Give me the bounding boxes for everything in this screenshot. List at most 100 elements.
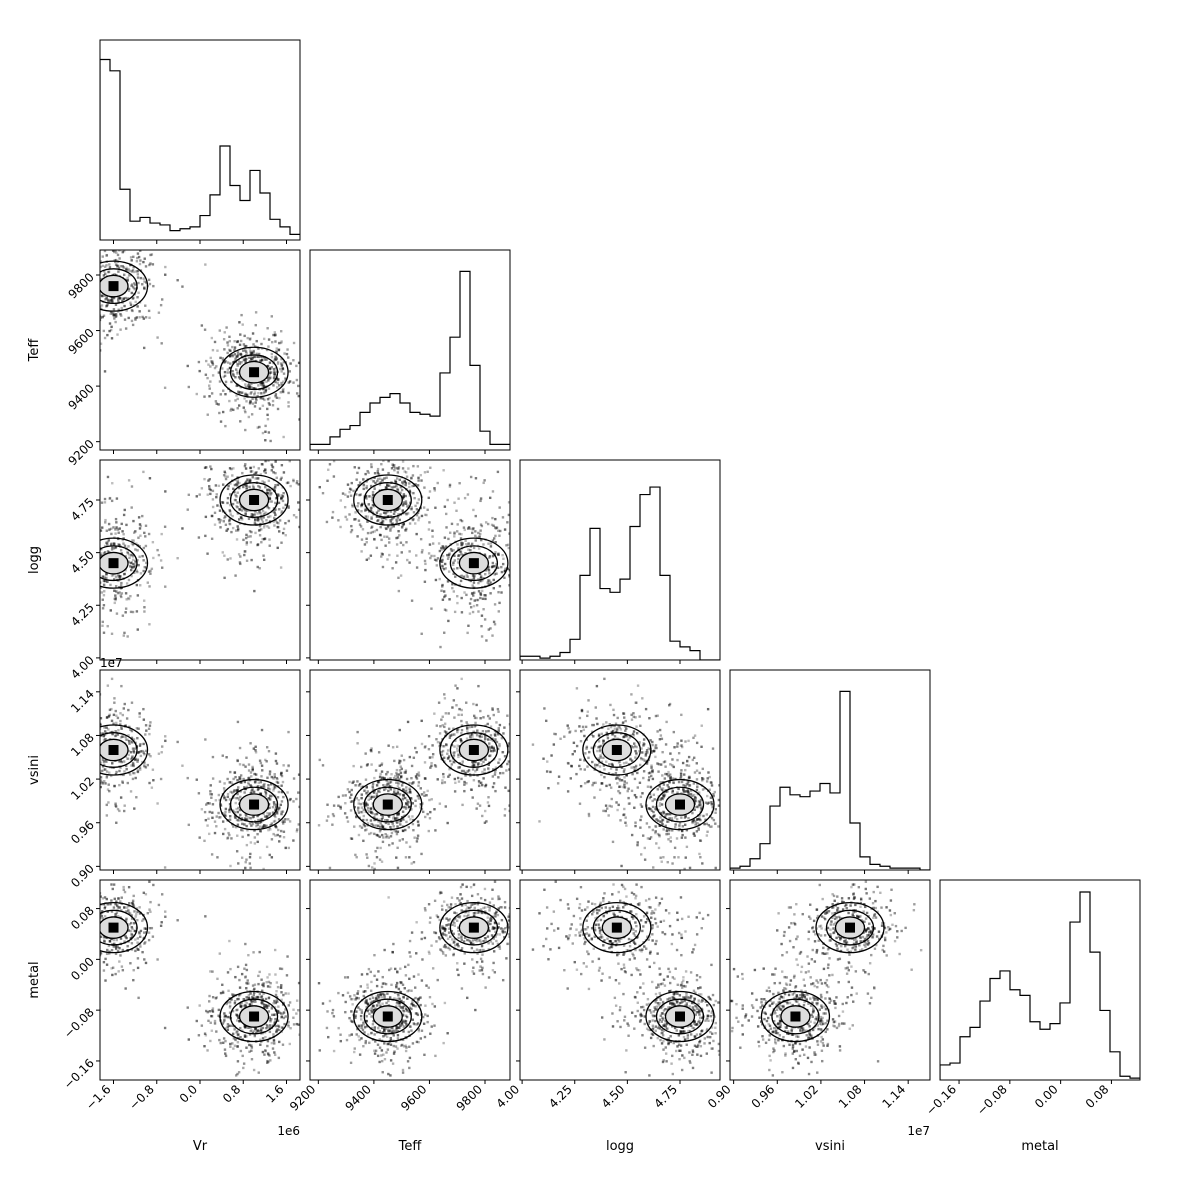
sample-point (481, 589, 484, 593)
sample-point (147, 570, 151, 573)
y-tick-label: 9600 (65, 326, 96, 357)
sample-point (134, 283, 137, 286)
sample-point (443, 631, 446, 634)
sample-point (332, 475, 336, 478)
sample-point (251, 402, 255, 405)
sample-point (78, 590, 80, 592)
sample-point (467, 624, 470, 627)
sample-point (113, 784, 116, 788)
sample-point (275, 351, 278, 354)
sample-point (482, 543, 485, 546)
sample-point (209, 790, 212, 793)
sample-point (692, 793, 696, 797)
sample-point (474, 724, 478, 727)
sample-point (100, 722, 102, 726)
sample-point (272, 367, 276, 371)
sample-point (96, 763, 98, 765)
sample-point (244, 385, 248, 389)
sample-point (241, 323, 244, 326)
sample-point (243, 823, 246, 826)
sample-point (114, 734, 118, 737)
sample-point (639, 795, 643, 799)
sample-point (399, 818, 403, 822)
sample-point (221, 357, 224, 360)
sample-point (280, 541, 283, 544)
sample-point (370, 478, 373, 481)
sample-point (236, 512, 240, 515)
sample-point (247, 385, 250, 389)
sample-point (114, 250, 117, 252)
sample-point (228, 518, 232, 521)
sample-point (507, 742, 510, 745)
sample-point (164, 490, 167, 493)
sample-point (133, 564, 136, 567)
sample-point (378, 825, 382, 829)
sample-point (398, 761, 401, 765)
sample-point (245, 484, 248, 487)
sample-point (234, 775, 237, 779)
sample-point (218, 816, 221, 819)
sample-point (370, 796, 374, 799)
sample-point (452, 590, 456, 593)
sample-point (366, 856, 369, 859)
sample-point (270, 775, 273, 779)
sample-point (262, 337, 266, 341)
sample-point (435, 738, 438, 741)
sample-point (102, 552, 106, 555)
sample-point (671, 862, 674, 865)
sample-point (325, 520, 329, 524)
panel-logg-Teff (306, 460, 531, 664)
sample-point (96, 567, 98, 569)
sample-point (123, 544, 127, 547)
sample-point (242, 763, 245, 767)
sample-point (254, 749, 257, 752)
sample-point (410, 764, 414, 768)
sample-point (234, 816, 237, 820)
sample-point (264, 790, 267, 793)
sample-point (100, 782, 102, 785)
sample-point (409, 797, 412, 800)
sample-point (103, 590, 106, 593)
sample-point (224, 810, 227, 814)
sample-point (362, 483, 366, 486)
sample-point (469, 545, 473, 548)
sample-point (426, 812, 429, 816)
sample-point (213, 511, 217, 515)
sample-point (485, 820, 488, 823)
sample-point (419, 787, 422, 790)
sample-point (254, 518, 257, 521)
sample-point (100, 265, 102, 269)
sample-point (244, 481, 247, 485)
sample-point (111, 250, 115, 252)
sample-point (270, 794, 274, 798)
sample-point (114, 598, 117, 602)
sample-point (349, 494, 353, 497)
sample-point (253, 355, 256, 359)
sample-point (397, 529, 400, 533)
sample-point (439, 662, 441, 664)
sample-point (357, 484, 360, 487)
sample-point (252, 387, 256, 390)
sample-point (254, 401, 257, 404)
sample-point (262, 526, 266, 529)
sample-point (268, 396, 271, 400)
sample-point (452, 760, 455, 763)
sample-point (469, 606, 473, 609)
sample-point (226, 487, 230, 491)
sample-point (364, 494, 368, 498)
sample-point (373, 818, 376, 822)
sample-point (142, 546, 146, 550)
sample-point (266, 422, 268, 424)
sample-point (363, 824, 367, 828)
sample-point (280, 774, 284, 778)
sample-point (583, 782, 587, 785)
sample-point (529, 607, 531, 609)
panel-vsini-Vr: 0.900.961.021.081.14 (68, 677, 300, 890)
panel-frame (309, 249, 511, 451)
sample-point (366, 822, 370, 825)
sample-point (249, 866, 252, 870)
sample-point (200, 487, 204, 490)
sample-point (371, 530, 374, 534)
y-tick-label: 0.90 (68, 861, 97, 890)
sample-point (498, 585, 502, 588)
